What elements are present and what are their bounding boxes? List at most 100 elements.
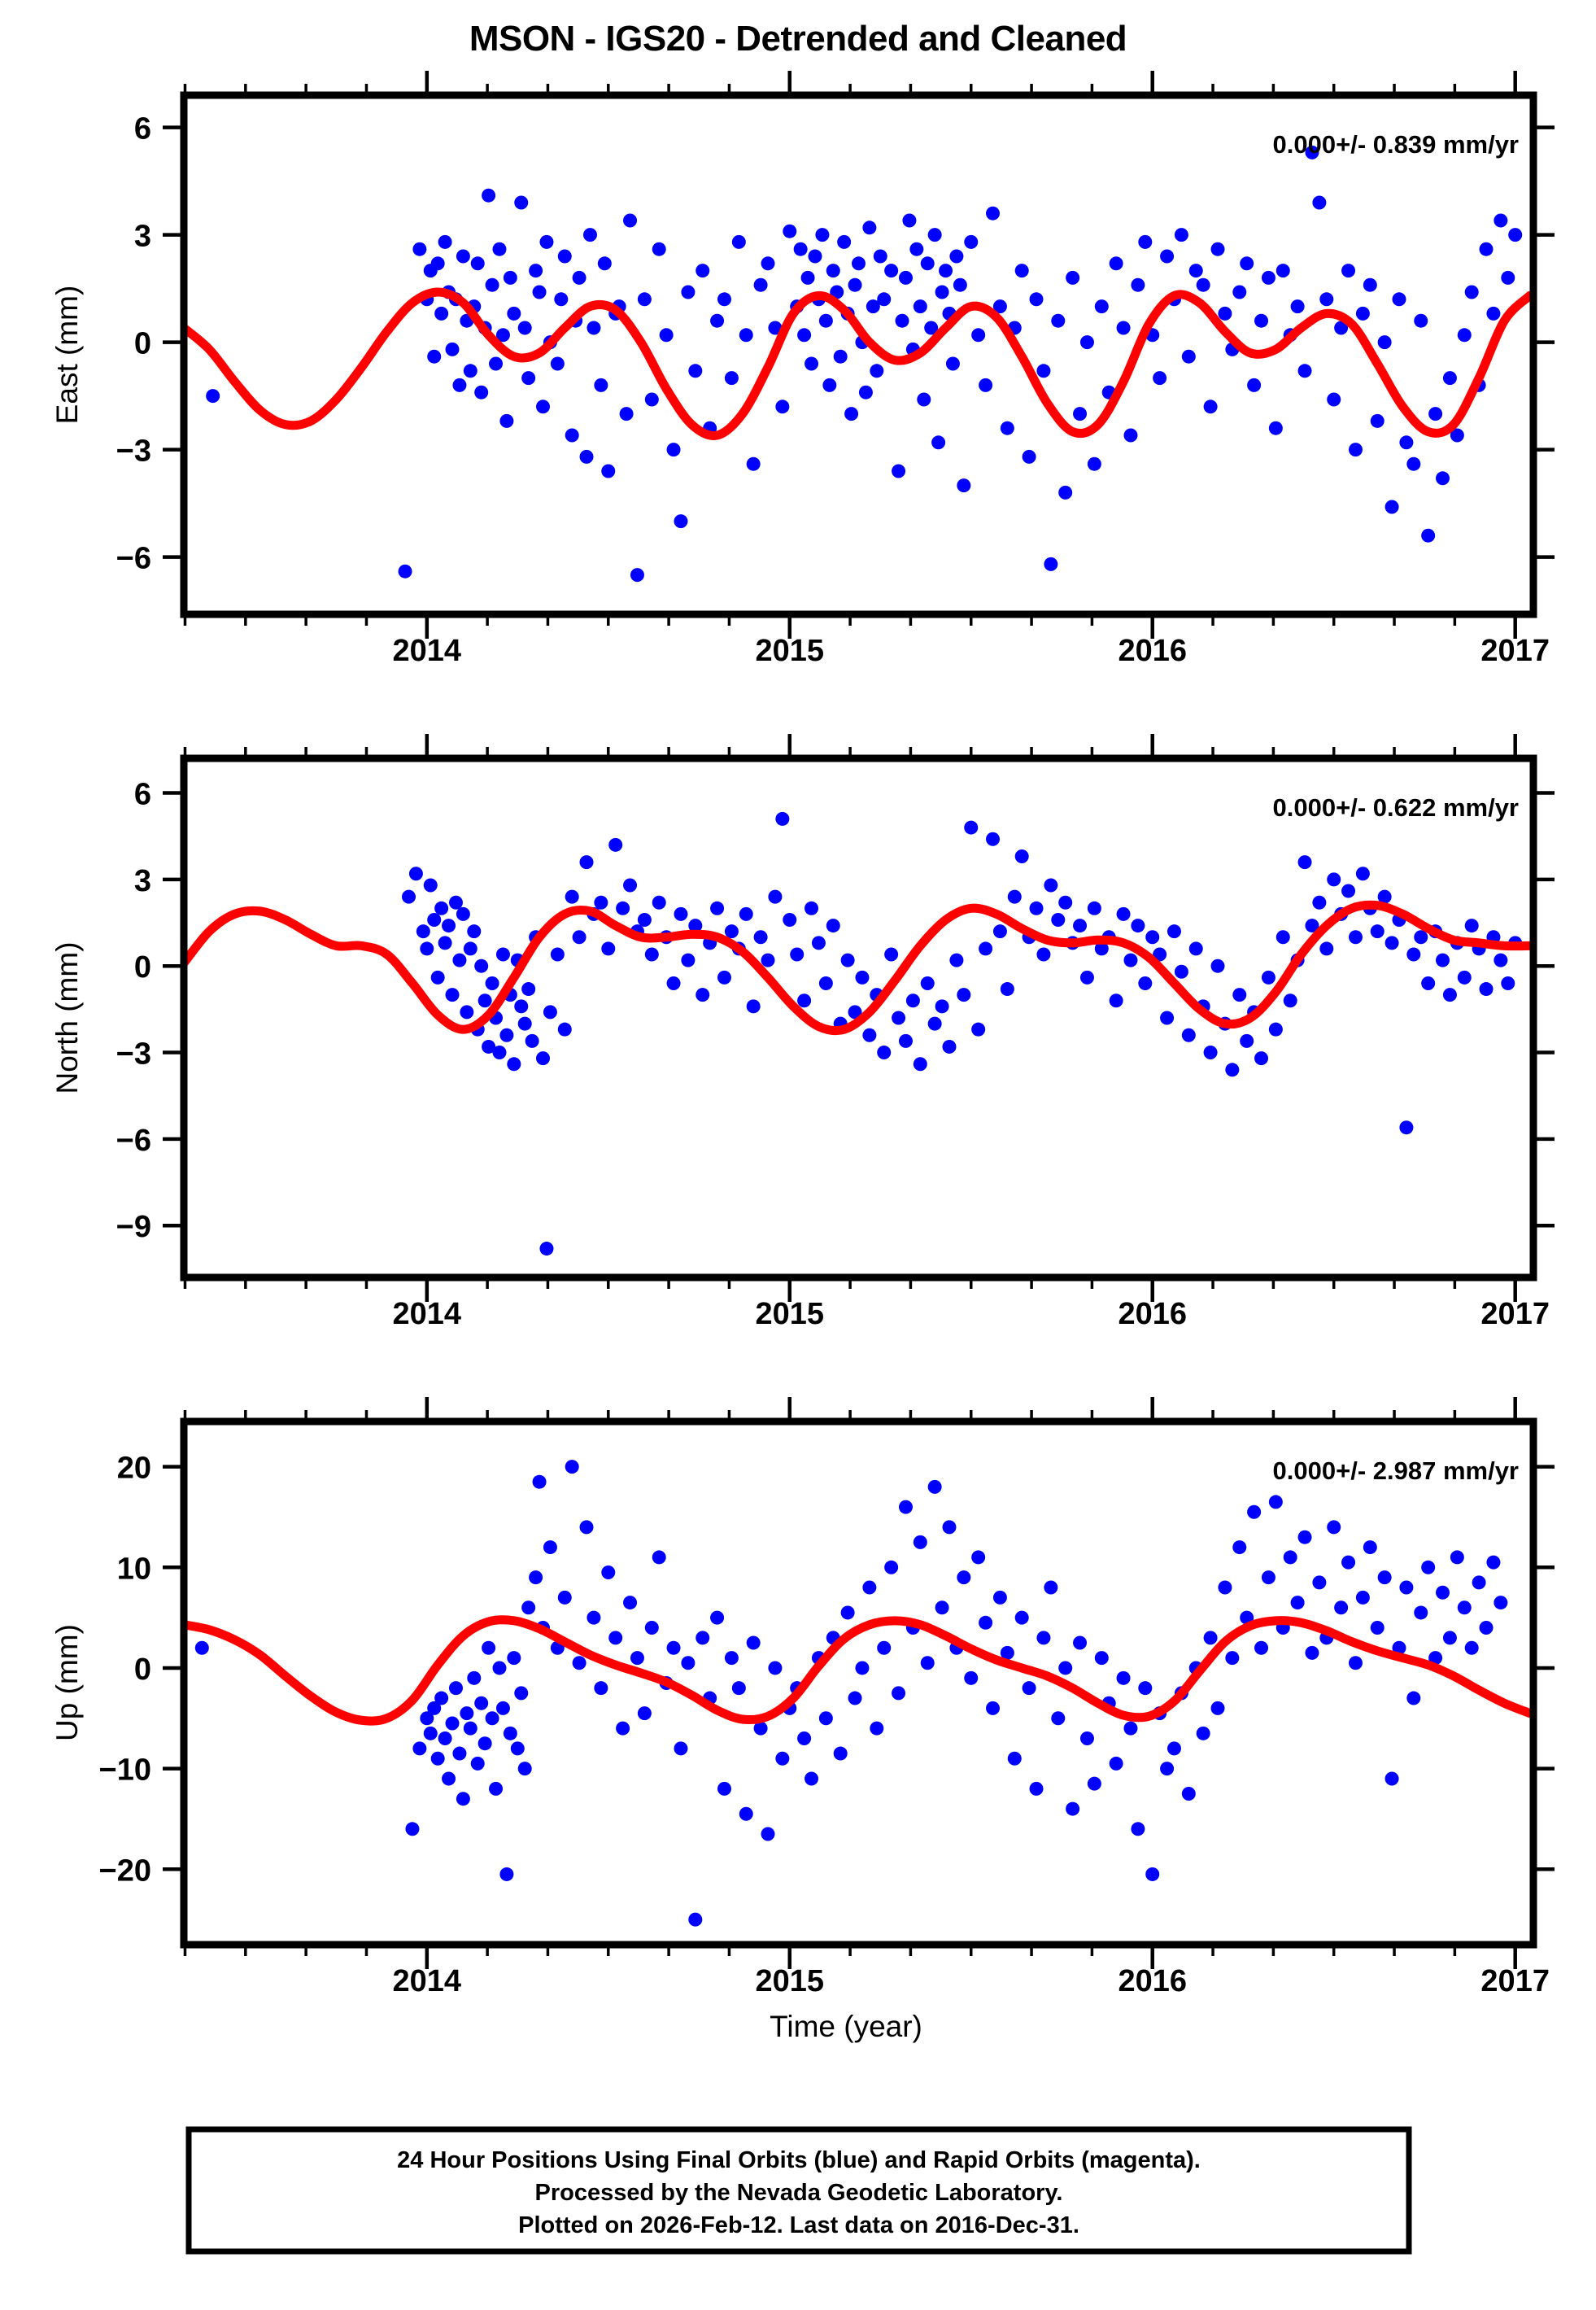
data-point [529,1570,543,1585]
data-point [1131,277,1145,292]
data-point [1268,1022,1283,1037]
data-point [1000,982,1014,997]
data-point [1508,0,1522,7]
data-point [1203,400,1218,414]
data-point [557,1590,572,1605]
data-point [1109,256,1123,271]
data-point [1436,1585,1450,1600]
data-point [710,901,725,915]
data-point [913,299,927,314]
data-point [616,1721,630,1736]
data-point [1268,1495,1283,1509]
data-point [826,264,840,278]
data-point [1385,936,1399,950]
ytick-label-north-5: −9 [116,1210,151,1244]
data-point [644,392,659,407]
data-point [1029,1781,1044,1796]
data-point [1319,941,1334,956]
data-point [674,1741,688,1756]
data-point [623,1596,638,1610]
data-point [460,1706,474,1721]
data-point [753,930,768,945]
data-point [1094,1651,1109,1666]
data-point [1297,1530,1312,1544]
data-point [688,1912,703,1927]
data-point [1442,988,1457,1002]
data-point [1079,1731,1094,1746]
data-point [398,564,412,579]
data-point [1138,1681,1153,1696]
data-point [1501,270,1515,285]
ytick-label-up-3: −10 [99,1753,151,1788]
data-point [1232,285,1247,299]
data-point [826,919,840,933]
data-point [1341,884,1356,898]
data-point [474,958,489,973]
data-point [964,820,979,835]
data-point [957,1570,971,1585]
fit-curve-up [184,1615,1533,1726]
data-point [572,930,587,945]
data-point [539,1242,554,1256]
data-point [1131,1822,1145,1836]
data-point [1464,285,1479,299]
data-point [445,342,460,356]
data-point [920,256,935,271]
data-point [924,321,939,335]
data-point [866,299,880,314]
data-point [1254,1640,1269,1655]
xtick-label-east-1: 2015 [755,634,824,668]
data-point [822,378,837,392]
data-point [939,264,953,278]
ytick-label-east-2: 0 [134,327,151,361]
data-point [979,1615,993,1630]
data-point [811,936,826,950]
data-point [731,1681,746,1696]
data-point [452,378,467,392]
data-point [1058,1661,1073,1675]
data-point [1203,1046,1218,1060]
data-point [565,889,579,904]
data-point [1131,919,1145,933]
data-point [1174,228,1188,242]
data-point [1283,1550,1297,1565]
data-point [1486,1555,1501,1570]
data-point [717,292,731,307]
data-point [862,1028,877,1042]
data-point [536,1051,551,1066]
data-point [895,313,909,328]
data-point [877,1046,892,1060]
data-point [949,249,964,264]
data-point [1036,364,1051,378]
xtick-label-up-2: 2016 [1118,1964,1187,1998]
rate-annotation-east: 0.000+/- 0.839 mm/yr [1273,130,1519,159]
data-point [1421,528,1436,543]
data-point [408,867,423,881]
data-point [837,234,852,249]
data-point [485,277,499,292]
data-point [1044,1580,1058,1595]
data-point [1014,264,1029,278]
data-point [467,1670,482,1685]
xaxis-label: Time (year) [770,2010,922,2043]
data-point [1334,321,1349,335]
data-point [666,976,681,990]
ylabel-north: North (mm) [50,941,84,1094]
data-point [1036,1631,1051,1645]
data-point [452,1746,467,1761]
data-point [724,924,739,939]
data-point [805,901,819,915]
data-point [1421,1560,1436,1574]
data-point [637,292,652,307]
data-point [1029,292,1044,307]
data-point [909,242,924,256]
data-point [902,213,917,228]
data-point [521,371,536,386]
data-point [1290,299,1305,314]
data-point [942,1039,957,1054]
data-point [434,901,449,915]
data-point [456,249,470,264]
data-point [1479,242,1494,256]
data-point [1399,1120,1414,1135]
